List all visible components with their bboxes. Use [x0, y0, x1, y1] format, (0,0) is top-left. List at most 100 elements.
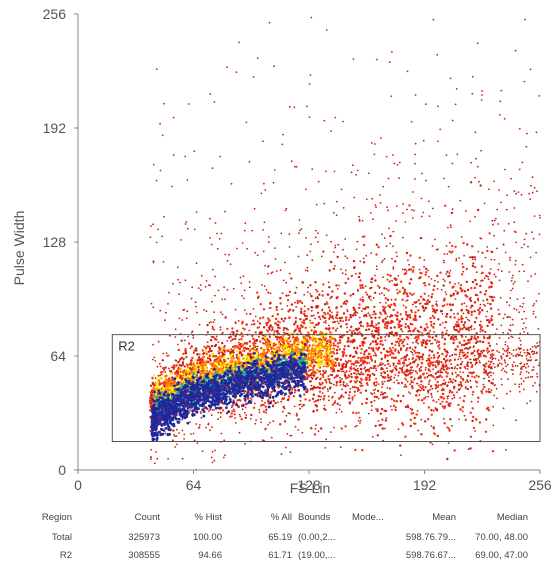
scatter-point [426, 418, 430, 421]
scatter-point [404, 377, 406, 380]
scatter-point [394, 408, 397, 412]
scatter-point [286, 305, 289, 307]
scatter-point [331, 290, 334, 293]
scatter-point [478, 306, 482, 310]
scatter-point [282, 279, 285, 282]
scatter-point [401, 286, 405, 290]
scatter-point [486, 336, 489, 340]
scatter-point [485, 390, 488, 393]
scatter-point [503, 370, 506, 373]
scatter-point [358, 272, 361, 275]
scatter-point [240, 282, 243, 285]
scatter-point [519, 339, 522, 342]
scatter-point [261, 337, 264, 340]
scatter-point [424, 420, 427, 423]
scatter-point [346, 376, 349, 379]
scatter-point [238, 338, 241, 341]
scatter-point [519, 354, 521, 356]
scatter-point [345, 323, 348, 326]
scatter-point [261, 400, 263, 402]
scatter-point [367, 312, 370, 315]
scatter-point [394, 348, 397, 351]
scatter-point [351, 376, 353, 379]
scatter-point [387, 177, 390, 180]
scatter-point [191, 286, 194, 289]
scatter-point [288, 246, 291, 248]
scatter-point [442, 388, 445, 392]
scatter-point [353, 346, 356, 350]
scatter-point [217, 341, 220, 344]
scatter-point [522, 388, 525, 391]
scatter-point [316, 399, 320, 402]
scatter-point [318, 390, 322, 393]
scatter-point [414, 142, 417, 145]
scatter-point [193, 228, 196, 231]
scatter-point [522, 380, 525, 383]
scatter-point [473, 286, 476, 290]
scatter-point [474, 341, 478, 345]
scatter-point [400, 338, 403, 342]
scatter-point [358, 331, 361, 334]
scatter-point [506, 194, 508, 197]
scatter-point [416, 409, 419, 412]
scatter-point [262, 250, 265, 253]
scatter-point [490, 354, 493, 358]
scatter-point [406, 299, 409, 302]
scatter-point [253, 323, 256, 326]
scatter-point [375, 265, 378, 268]
scatter-point [164, 371, 167, 373]
scatter-point [335, 384, 338, 387]
scatter-point [213, 319, 216, 321]
scatter-point [319, 373, 322, 376]
scatter-point [282, 133, 284, 136]
scatter-point [151, 389, 154, 392]
scatter-point [418, 369, 421, 373]
scatter-point [373, 325, 376, 329]
scatter-point [485, 274, 488, 278]
scatter-point [407, 374, 409, 376]
scatter-point [424, 284, 427, 287]
scatter-point [340, 305, 343, 308]
scatter-point [437, 318, 440, 321]
scatter-point [399, 444, 402, 447]
scatter-point [195, 211, 198, 214]
scatter-point [418, 256, 421, 259]
scatter-point [476, 297, 480, 301]
scatter-point [445, 293, 448, 296]
scatter-point [190, 433, 192, 435]
scatter-point [350, 372, 353, 375]
scatter-point [467, 318, 469, 321]
scatter-point [525, 362, 528, 365]
scatter-point [318, 386, 322, 390]
scatter-point [216, 232, 219, 235]
scatter-point [514, 383, 517, 385]
scatter-point [250, 413, 253, 417]
scatter-point [328, 313, 332, 317]
scatter-point [384, 419, 388, 422]
scatter-point [183, 339, 186, 342]
scatter-point [377, 420, 380, 422]
scatter-point [370, 392, 372, 394]
scatter-point [509, 256, 511, 259]
scatter-point [440, 388, 444, 392]
scatter-point [525, 377, 527, 379]
scatter-point [459, 199, 462, 202]
scatter-point [358, 380, 362, 384]
scatter-point [526, 353, 529, 356]
scatter-point [490, 389, 493, 391]
scatter-point [492, 354, 495, 356]
scatter-point [402, 394, 405, 398]
scatter-point [415, 394, 418, 397]
scatter-point [505, 365, 508, 367]
scatter-point [298, 219, 301, 221]
scatter-point [265, 411, 268, 414]
scatter-point [451, 354, 454, 357]
scatter-point [442, 278, 445, 281]
scatter-point [300, 310, 303, 313]
scatter-point [383, 294, 386, 296]
scatter-point [259, 303, 262, 306]
scatter-point [208, 347, 212, 351]
scatter-point [299, 403, 302, 406]
scatter-point [235, 402, 238, 404]
scatter-point [323, 202, 326, 205]
